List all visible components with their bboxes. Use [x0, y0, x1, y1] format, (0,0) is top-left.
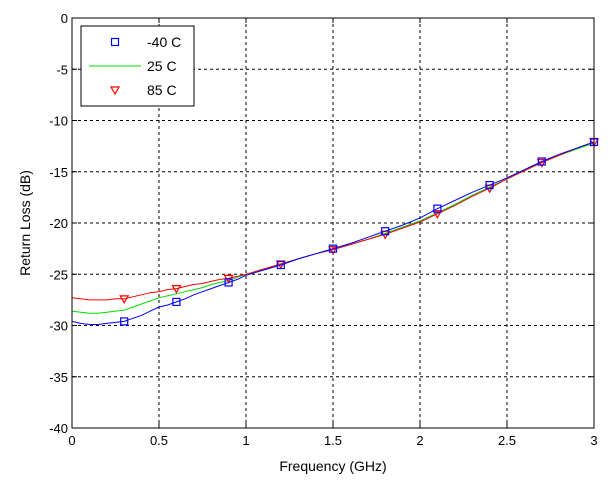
data-point-marker: [224, 278, 233, 287]
data-point-marker: [328, 244, 338, 253]
series-line: [71, 141, 595, 301]
data-point-marker: [171, 285, 182, 294]
y-tick-label: -25: [49, 267, 68, 282]
x-tick-label: 1: [242, 433, 249, 448]
legend-swatch: [109, 86, 121, 96]
series-layer: [71, 137, 600, 326]
data-point-marker: [432, 210, 443, 219]
data-point-marker: [381, 227, 390, 236]
x-tick-label: 0.5: [150, 433, 168, 448]
data-point-marker: [120, 317, 129, 326]
series-line: [71, 141, 595, 325]
y-tick-label: -15: [49, 165, 68, 180]
legend-label: 25 C: [147, 58, 177, 74]
y-tick-label: -5: [56, 62, 68, 77]
data-point-marker: [536, 158, 547, 168]
x-tick-label: 2: [416, 433, 423, 448]
y-tick-label: -10: [49, 114, 68, 129]
y-axis-label: Return Loss (dB): [17, 170, 33, 276]
y-tick-label: -35: [49, 370, 68, 385]
legend-label: -40 C: [147, 34, 181, 50]
x-axis-label: Frequency (GHz): [279, 458, 386, 474]
data-point-marker: [327, 246, 339, 255]
data-point-marker: [172, 297, 181, 307]
axis-ticks: 0 0.5 1 1.5 2 2.5 3 0 -5 -10 -15 -20 -25 -30 -35 -40: [49, 11, 597, 448]
data-point-marker: [433, 204, 442, 213]
y-tick-label: -30: [49, 319, 68, 334]
x-tick-label: 1.5: [324, 433, 342, 448]
data-point-marker: [537, 157, 546, 166]
y-tick-label: -20: [49, 216, 68, 231]
data-point-marker: [119, 295, 130, 305]
legend: -40 C 25 C 85 C: [80, 25, 195, 107]
x-tick-label: 0: [68, 433, 75, 448]
legend-label: 85 C: [147, 82, 177, 98]
y-tick-label: -40: [49, 421, 68, 436]
legend-swatch: [110, 37, 120, 47]
x-tick-label: 2.5: [498, 433, 516, 448]
x-tick-label: 3: [590, 433, 597, 448]
data-point-marker: [276, 260, 285, 270]
data-point-marker: [485, 180, 494, 190]
y-tick-label: 0: [61, 11, 68, 26]
